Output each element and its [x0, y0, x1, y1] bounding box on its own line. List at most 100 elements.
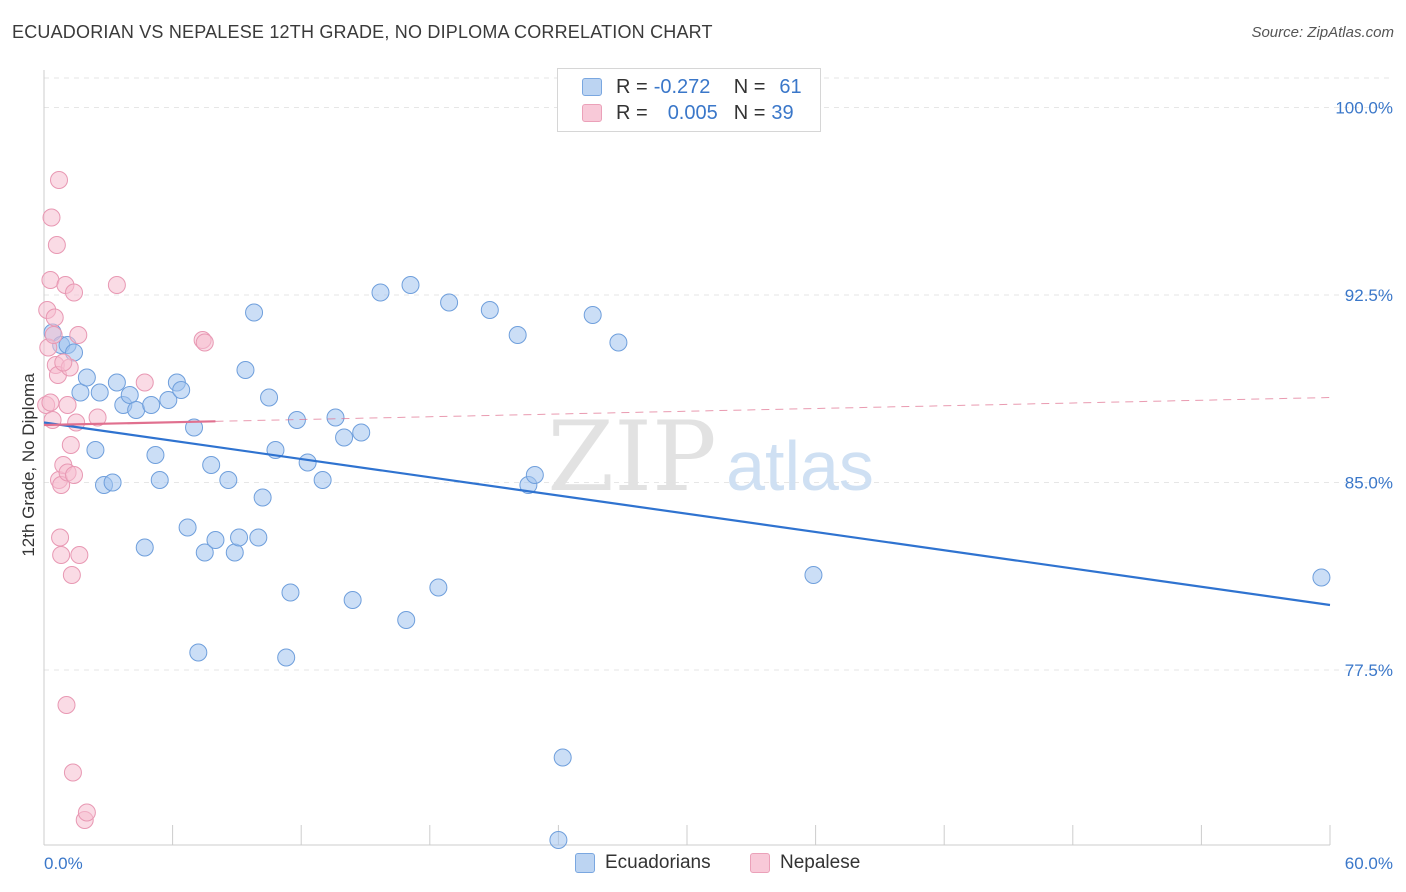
data-point-ecuadorians	[245, 303, 264, 322]
data-point-ecuadorians	[230, 528, 249, 547]
data-point-ecuadorians	[260, 388, 279, 407]
data-point-nepalese	[54, 353, 73, 372]
watermark-atlas: atlas	[726, 427, 874, 505]
data-point-nepalese	[77, 803, 96, 822]
data-point-nepalese	[69, 326, 88, 344]
data-point-ecuadorians	[127, 401, 146, 419]
legend-n-label: N =	[733, 75, 766, 98]
trend-lines	[43, 397, 1331, 607]
data-point-nepalese	[41, 393, 60, 412]
x-tick-label: 0.0%	[44, 854, 83, 873]
data-point-ecuadorians	[804, 566, 823, 584]
data-point-ecuadorians	[107, 373, 126, 392]
data-point-nepalese	[65, 466, 84, 484]
data-point-ecuadorians	[185, 418, 204, 437]
watermark-zip: ZIP	[547, 401, 716, 513]
data-point-nepalese	[42, 208, 61, 227]
data-point-ecuadorians	[335, 428, 354, 447]
data-point-ecuadorians	[371, 283, 390, 302]
legend-row-nepalese: R = 0.005 N = 39	[582, 101, 794, 125]
data-point-ecuadorians	[206, 531, 225, 549]
legend-label-nepalese: Nepalese	[780, 852, 861, 873]
legend-row-ecuadorians: R = -0.272 N = 61	[582, 75, 802, 99]
legend-n-value: 61	[779, 75, 802, 98]
series-legend-ecuadorians: Ecuadorians	[575, 852, 711, 874]
legend-r-value: 0.005	[667, 101, 718, 124]
data-point-ecuadorians	[313, 471, 332, 489]
data-point-nepalese	[44, 326, 63, 344]
x-tick-labels: 0.0% 60.0%	[44, 854, 1393, 873]
y-tick-label: 92.5%	[1345, 286, 1393, 305]
data-point-nepalese	[45, 308, 64, 327]
legend-swatch-ecuadorians	[575, 853, 595, 873]
data-point-ecuadorians	[343, 591, 362, 609]
data-point-ecuadorians	[429, 578, 448, 597]
data-point-nepalese	[51, 528, 70, 547]
data-point-ecuadorians	[202, 456, 221, 474]
data-point-nepalese	[52, 546, 71, 564]
y-axis-label: 12th Grade, No Diploma	[19, 373, 38, 557]
data-point-ecuadorians	[549, 831, 568, 849]
y-tick-label: 85.0%	[1345, 474, 1393, 493]
legend-n-label: N =	[733, 101, 766, 124]
data-point-ecuadorians	[120, 386, 139, 404]
data-point-nepalese	[63, 763, 82, 782]
data-point-ecuadorians	[1312, 568, 1331, 587]
trend-line-ecuadorians	[43, 421, 1331, 607]
source-credit: Source: ZipAtlas.com	[1251, 24, 1394, 41]
data-point-ecuadorians	[609, 333, 628, 352]
data-point-ecuadorians	[150, 471, 169, 489]
data-point-ecuadorians	[253, 488, 272, 507]
data-point-ecuadorians	[86, 441, 105, 459]
data-point-ecuadorians	[142, 396, 161, 414]
data-point-ecuadorians	[508, 326, 527, 344]
data-point-ecuadorians	[401, 276, 420, 294]
data-point-ecuadorians	[480, 301, 499, 319]
data-point-ecuadorians	[135, 538, 154, 557]
trend-line-nepalese-extension	[215, 397, 1331, 422]
data-point-ecuadorians	[553, 748, 572, 767]
data-point-nepalese	[135, 373, 154, 392]
x-tick-label: 60.0%	[1345, 854, 1393, 873]
legend-label-ecuadorians: Ecuadorians	[605, 852, 711, 873]
chart-title: ECUADORIAN VS NEPALESE 12TH GRADE, NO DI…	[12, 22, 713, 42]
legend-r-label: R =	[616, 75, 648, 98]
y-tick-label: 77.5%	[1345, 661, 1393, 680]
data-point-ecuadorians	[281, 583, 300, 602]
data-point-ecuadorians	[249, 528, 268, 547]
data-point-nepalese	[195, 333, 214, 352]
data-point-ecuadorians	[298, 453, 317, 472]
legend-r-value: -0.272	[653, 75, 711, 98]
legend-swatch-nepalese	[582, 104, 602, 122]
data-points	[37, 171, 1331, 849]
data-point-ecuadorians	[225, 543, 244, 562]
legend-n-value: 39	[771, 101, 794, 124]
legend-swatch-nepalese	[750, 853, 770, 873]
trend-line-nepalese	[43, 420, 216, 427]
data-point-nepalese	[58, 396, 77, 414]
data-point-nepalese	[65, 283, 84, 302]
data-point-nepalese	[62, 566, 81, 584]
data-point-ecuadorians	[77, 368, 96, 387]
data-point-ecuadorians	[236, 361, 255, 379]
data-point-nepalese	[70, 546, 89, 564]
legend-swatch-ecuadorians	[582, 78, 602, 96]
data-point-ecuadorians	[90, 383, 109, 402]
correlation-legend: R = -0.272 N = 61 R = 0.005 N = 39	[557, 68, 821, 132]
data-point-ecuadorians	[583, 306, 602, 324]
data-point-ecuadorians	[71, 383, 90, 402]
data-point-ecuadorians	[146, 446, 165, 464]
series-legend-nepalese: Nepalese	[750, 852, 860, 874]
data-point-nepalese	[107, 276, 126, 294]
data-point-nepalese	[57, 696, 76, 714]
data-point-nepalese	[61, 436, 80, 454]
data-point-ecuadorians	[352, 423, 371, 442]
data-point-nepalese	[41, 271, 60, 289]
data-point-ecuadorians	[103, 473, 122, 492]
data-point-nepalese	[50, 171, 69, 189]
data-point-nepalese	[88, 408, 107, 427]
data-point-ecuadorians	[219, 471, 238, 489]
data-point-ecuadorians	[440, 293, 459, 312]
data-point-ecuadorians	[159, 391, 178, 409]
